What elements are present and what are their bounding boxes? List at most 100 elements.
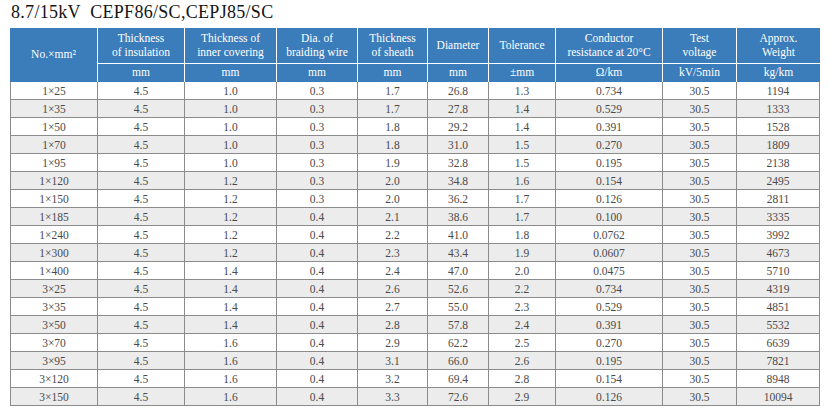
table-cell: 57.8: [428, 316, 489, 334]
unit-inner-covering-thickness: mm: [185, 64, 277, 82]
table-cell: 0.100: [556, 208, 663, 226]
table-cell: 3×150: [10, 388, 98, 406]
table-cell: 4.5: [98, 280, 185, 298]
table-cell: 47.0: [428, 262, 489, 280]
table-cell: 29.2: [428, 118, 489, 136]
table-cell: 52.6: [428, 280, 489, 298]
table-cell: 4.5: [98, 388, 185, 406]
table-cell: 2811: [737, 190, 820, 208]
table-cell: 0.195: [556, 154, 663, 172]
header-row: No.×mm² Thickness of insulation Thicknes…: [10, 28, 820, 64]
table-cell: 43.4: [428, 244, 489, 262]
table-cell: 0.3: [277, 82, 358, 100]
table-cell: 55.0: [428, 298, 489, 316]
unit-braiding-wire-dia: mm: [277, 64, 358, 82]
table-cell: 38.6: [428, 208, 489, 226]
table-cell: 1.5: [489, 154, 556, 172]
table-cell: 2.1: [358, 208, 428, 226]
table-cell: 1.4: [185, 316, 277, 334]
table-cell: 26.8: [428, 82, 489, 100]
table-cell: 4.5: [98, 316, 185, 334]
table-cell: 4.5: [98, 100, 185, 118]
table-cell: 1.2: [185, 244, 277, 262]
table-cell: 30.5: [663, 388, 737, 406]
table-cell: 1×185: [10, 208, 98, 226]
table-cell: 1.4: [185, 262, 277, 280]
table-cell: 1.3: [489, 82, 556, 100]
table-cell: 1.0: [185, 154, 277, 172]
table-cell: 2.7: [358, 298, 428, 316]
table-cell: 30.5: [663, 352, 737, 370]
col-header-test-voltage: Test voltage: [663, 28, 737, 64]
table-cell: 0.126: [556, 388, 663, 406]
table-cell: 0.4: [277, 298, 358, 316]
table-cell: 0.734: [556, 82, 663, 100]
table-row: 1×354.51.00.31.727.81.40.52930.51333: [10, 100, 820, 118]
table-cell: 30.5: [663, 118, 737, 136]
col-header-size: No.×mm²: [10, 28, 98, 82]
table-cell: 2.3: [358, 244, 428, 262]
table-cell: 0.3: [277, 172, 358, 190]
table-cell: 30.5: [663, 226, 737, 244]
table-cell: 0.126: [556, 190, 663, 208]
table-cell: 2.2: [489, 280, 556, 298]
table-cell: 1.2: [185, 226, 277, 244]
table-cell: 0.4: [277, 334, 358, 352]
table-cell: 3×70: [10, 334, 98, 352]
table-cell: 2.6: [358, 280, 428, 298]
table-row: 1×3004.51.20.42.343.41.90.060730.54673: [10, 244, 820, 262]
table-cell: 27.8: [428, 100, 489, 118]
table-cell: 0.391: [556, 316, 663, 334]
table-row: 3×704.51.60.42.962.22.50.27030.56639: [10, 334, 820, 352]
table-cell: 1.0: [185, 118, 277, 136]
table-cell: 3992: [737, 226, 820, 244]
table-row: 1×504.51.00.31.829.21.40.39130.51528: [10, 118, 820, 136]
cable-spec-table: No.×mm² Thickness of insulation Thicknes…: [10, 28, 820, 406]
table-cell: 1.6: [185, 370, 277, 388]
col-header-inner-covering-thickness: Thickness of inner covering: [185, 28, 277, 64]
table-row: 3×1504.51.60.43.372.62.90.12630.510094: [10, 388, 820, 406]
table-cell: 1×50: [10, 118, 98, 136]
table-cell: 1.4: [489, 100, 556, 118]
table-cell: 1×25: [10, 82, 98, 100]
col-header-tolerance: Tolerance: [489, 28, 556, 64]
table-cell: 4851: [737, 298, 820, 316]
table-header: No.×mm² Thickness of insulation Thicknes…: [10, 28, 820, 82]
table-cell: 30.5: [663, 208, 737, 226]
table-cell: 1.2: [185, 190, 277, 208]
table-cell: 2.0: [358, 172, 428, 190]
table-cell: 1×300: [10, 244, 98, 262]
table-cell: 2.8: [358, 316, 428, 334]
table-cell: 0.0762: [556, 226, 663, 244]
table-cell: 5532: [737, 316, 820, 334]
table-cell: 4.5: [98, 208, 185, 226]
table-row: 3×354.51.40.42.755.02.30.52930.54851: [10, 298, 820, 316]
table-cell: 30.5: [663, 334, 737, 352]
table-cell: 62.2: [428, 334, 489, 352]
table-cell: 3.3: [358, 388, 428, 406]
table-cell: 4.5: [98, 118, 185, 136]
table-cell: 30.5: [663, 82, 737, 100]
unit-insulation-thickness: mm: [98, 64, 185, 82]
table-cell: 4.5: [98, 262, 185, 280]
table-cell: 1.2: [185, 208, 277, 226]
table-cell: 1.7: [489, 208, 556, 226]
table-cell: 0.3: [277, 154, 358, 172]
table-cell: 4.5: [98, 172, 185, 190]
table-cell: 1.8: [358, 136, 428, 154]
table-cell: 1×150: [10, 190, 98, 208]
table-cell: 0.0607: [556, 244, 663, 262]
table-cell: 1×95: [10, 154, 98, 172]
table-cell: 31.0: [428, 136, 489, 154]
col-header-conductor-resistance: Conductor resistance at 20°C: [556, 28, 663, 64]
table-cell: 0.3: [277, 118, 358, 136]
table-cell: 2.2: [358, 226, 428, 244]
table-cell: 1×120: [10, 172, 98, 190]
table-cell: 1×400: [10, 262, 98, 280]
table-cell: 0.195: [556, 352, 663, 370]
col-header-diameter: Diameter: [428, 28, 489, 64]
table-cell: 30.5: [663, 316, 737, 334]
table-cell: 2.0: [358, 190, 428, 208]
table-row: 1×1204.51.20.32.034.81.60.15430.52495: [10, 172, 820, 190]
table-cell: 41.0: [428, 226, 489, 244]
